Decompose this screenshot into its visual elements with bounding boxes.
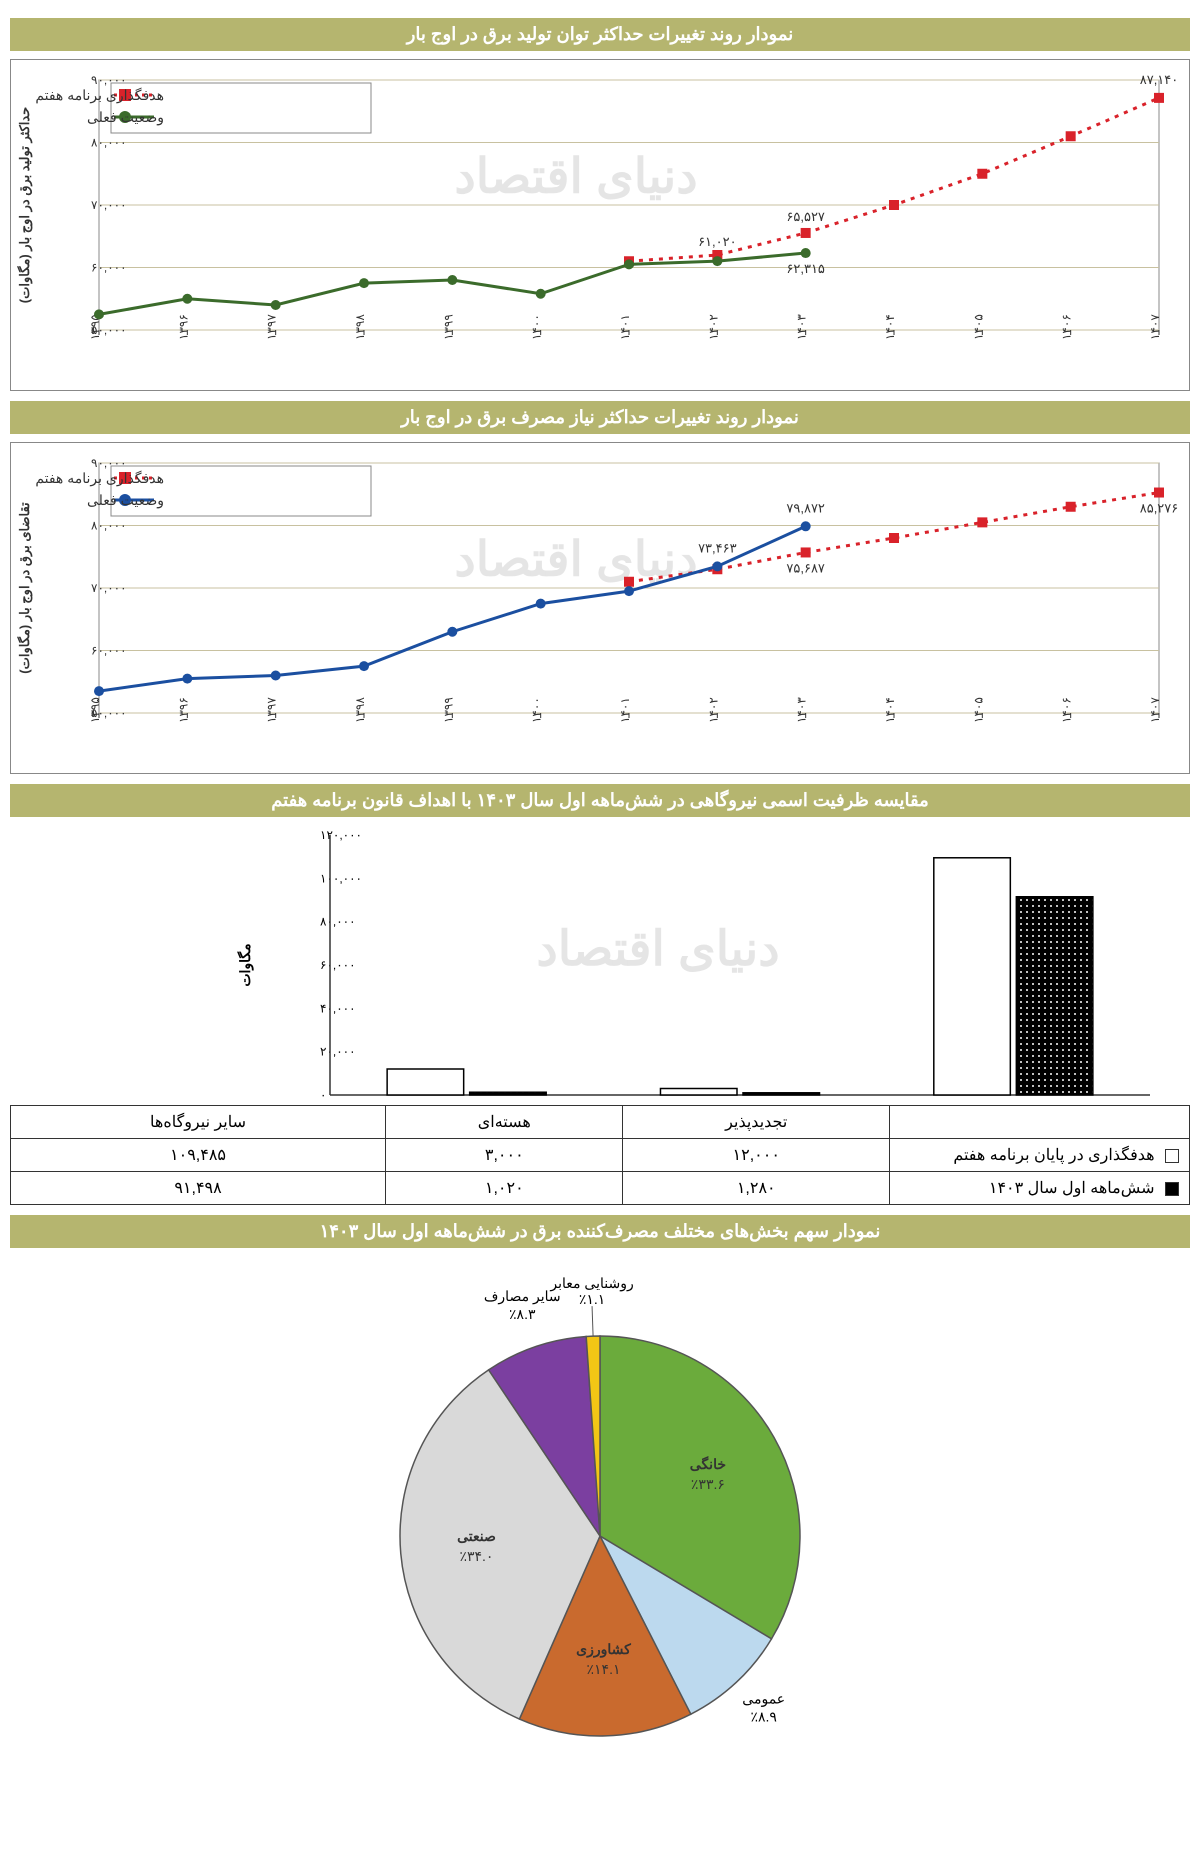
svg-text:٪۸.۳: ٪۸.۳ [509, 1306, 536, 1322]
chart3-table: تجدیدپذیر هسته‌ای سایر نیروگاه‌ها هدفگذا… [10, 1105, 1190, 1205]
chart3-r0c2: ۱۰۹,۴۸۵ [11, 1139, 386, 1172]
svg-text:۱۳۹۸: ۱۳۹۸ [353, 697, 367, 723]
svg-text:۶۲,۳۱۵: ۶۲,۳۱۵ [786, 261, 825, 276]
chart1-box: ۵۰,۰۰۰۶۰,۰۰۰۷۰,۰۰۰۸۰,۰۰۰۹۰,۰۰۰۱۳۹۵۱۳۹۶۱۳… [10, 59, 1190, 391]
svg-text:۱۴۰۶: ۱۴۰۶ [1060, 314, 1074, 340]
svg-text:۱۴۰۶: ۱۴۰۶ [1060, 697, 1074, 723]
svg-text:خانگی: خانگی [690, 1456, 726, 1472]
chart3-r1c1: ۱,۰۲۰ [386, 1172, 623, 1205]
chart3-col-0: تجدیدپذیر [623, 1106, 890, 1139]
chart3-title: مقایسه ظرفیت اسمی نیروگاهی در شش‌ماهه او… [10, 784, 1190, 817]
svg-text:۱۴۰۰: ۱۴۰۰ [530, 314, 544, 340]
svg-text:۱۴۰۳: ۱۴۰۳ [795, 314, 809, 340]
svg-text:۱۳۹۹: ۱۳۹۹ [441, 314, 455, 340]
svg-text:۱۴۰۷: ۱۴۰۷ [1148, 697, 1162, 723]
svg-text:هدفگذاری برنامه هفتم: هدفگذاری برنامه هفتم [35, 87, 164, 104]
svg-text:۸۰,۰۰۰: ۸۰,۰۰۰ [320, 915, 356, 929]
svg-text:۱۳۹۹: ۱۳۹۹ [441, 697, 455, 723]
chart3-box: ۰ ۲۰,۰۰۰ ۴۰,۰۰۰ ۶۰,۰۰۰ ۸۰,۰۰۰ ۱۰۰,۰۰۰ ۱۲۰,۰۰۰ م… [10, 825, 1190, 1205]
svg-text:۱۲۰,۰۰۰: ۱۲۰,۰۰۰ [320, 828, 362, 842]
chart3-r1c2: ۹۱,۴۹۸ [11, 1172, 386, 1205]
svg-text:کشاورزی: کشاورزی [576, 1641, 631, 1658]
svg-text:وضعیت فعلی: وضعیت فعلی [87, 109, 164, 126]
svg-text:۶۰,۰۰۰: ۶۰,۰۰۰ [91, 261, 127, 275]
svg-text:دنیای اقتصاد: دنیای اقتصاد [454, 151, 697, 204]
svg-text:سایر مصارف: سایر مصارف [484, 1288, 561, 1305]
svg-text:۱۳۹۸: ۱۳۹۸ [353, 314, 367, 340]
svg-text:عمومی: عمومی [742, 1690, 785, 1707]
svg-text:۱۴۰۳: ۱۴۰۳ [795, 697, 809, 723]
svg-text:۷۰,۰۰۰: ۷۰,۰۰۰ [91, 581, 127, 595]
chart3-svg: ۰ ۲۰,۰۰۰ ۴۰,۰۰۰ ۶۰,۰۰۰ ۸۰,۰۰۰ ۱۰۰,۰۰۰ ۱۲۰,۰۰۰ م… [10, 825, 1190, 1105]
chart3-r0c0: ۱۲,۰۰۰ [623, 1139, 890, 1172]
svg-text:۱۴۰۴: ۱۴۰۴ [883, 697, 897, 723]
svg-text:۱۳۹۷: ۱۳۹۷ [265, 697, 279, 723]
svg-text:٪۸.۹: ٪۸.۹ [751, 1708, 777, 1724]
svg-text:۱۳۹۶: ۱۳۹۶ [176, 697, 190, 723]
svg-text:۶۰,۰۰۰: ۶۰,۰۰۰ [320, 958, 356, 972]
svg-text:۱۴۰۱: ۱۴۰۱ [618, 697, 632, 723]
chart2-title: نمودار روند تغییرات حداکثر نیاز مصرف برق… [10, 401, 1190, 434]
svg-text:٪۳۴.۰: ٪۳۴.۰ [459, 1548, 493, 1564]
svg-text:۷۹,۸۷۲: ۷۹,۸۷۲ [786, 500, 825, 515]
svg-text:هدفگذاری برنامه هفتم: هدفگذاری برنامه هفتم [35, 470, 164, 487]
svg-text:۸۰,۰۰۰: ۸۰,۰۰۰ [91, 519, 127, 533]
svg-text:روشنایی معابر: روشنایی معابر [549, 1275, 633, 1292]
legend-outline-icon [1165, 1149, 1179, 1163]
svg-text:۸۰,۰۰۰: ۸۰,۰۰۰ [91, 136, 127, 150]
chart4-svg: دنیای اقتصادخانگی٪۳۳.۶عمومی٪۸.۹کشاورزی٪۱… [10, 1256, 1190, 1776]
chart4-box: دنیای اقتصادخانگی٪۳۳.۶عمومی٪۸.۹کشاورزی٪۱… [10, 1256, 1190, 1776]
chart3-row0-label: هدفگذاری در پایان برنامه هفتم [953, 1147, 1154, 1164]
chart2-box: ۵۰,۰۰۰۶۰,۰۰۰۷۰,۰۰۰۸۰,۰۰۰۹۰,۰۰۰۱۳۹۵۱۳۹۶۱۳… [10, 442, 1190, 774]
svg-text:۴۰,۰۰۰: ۴۰,۰۰۰ [320, 1001, 356, 1015]
svg-text:۸۵,۲۷۶: ۸۵,۲۷۶ [1140, 501, 1179, 516]
chart3-r1c0: ۱,۲۸۰ [623, 1172, 890, 1205]
svg-text:٪۳۳.۶: ٪۳۳.۶ [691, 1476, 725, 1492]
chart2-svg: ۵۰,۰۰۰۶۰,۰۰۰۷۰,۰۰۰۸۰,۰۰۰۹۰,۰۰۰۱۳۹۵۱۳۹۶۱۳… [9, 443, 1189, 773]
svg-text:تقاضای برق در اوج بار (مگاوات): تقاضای برق در اوج بار (مگاوات) [16, 502, 33, 674]
svg-text:۸۷,۱۴۰: ۸۷,۱۴۰ [1140, 72, 1179, 87]
svg-text:۲۰,۰۰۰: ۲۰,۰۰۰ [320, 1045, 356, 1059]
svg-text:٪۱۴.۱: ٪۱۴.۱ [587, 1661, 621, 1677]
svg-text:۱۴۰۲: ۱۴۰۲ [706, 314, 720, 340]
svg-text:۷۵,۶۸۷: ۷۵,۶۸۷ [786, 560, 825, 575]
svg-text:۶۰,۰۰۰: ۶۰,۰۰۰ [91, 644, 127, 658]
svg-text:۱۳۹۷: ۱۳۹۷ [265, 314, 279, 340]
svg-text:۶۵,۵۲۷: ۶۵,۵۲۷ [786, 209, 825, 224]
svg-text:مگاوات: مگاوات [237, 943, 254, 986]
svg-text:۷۳,۴۶۳: ۷۳,۴۶۳ [698, 540, 737, 555]
svg-text:۱۴۰۲: ۱۴۰۲ [706, 697, 720, 723]
svg-text:صنعتی: صنعتی [457, 1528, 496, 1544]
svg-text:۰: ۰ [320, 1088, 326, 1102]
legend-filled-icon [1165, 1182, 1179, 1196]
svg-text:۱۴۰۵: ۱۴۰۵ [971, 697, 985, 723]
chart3-col-1: هسته‌ای [386, 1106, 623, 1139]
svg-text:۱۴۰۷: ۱۴۰۷ [1148, 314, 1162, 340]
svg-text:وضعیت فعلی: وضعیت فعلی [87, 492, 164, 509]
svg-text:۱۳۹۶: ۱۳۹۶ [176, 314, 190, 340]
svg-text:۱۴۰۱: ۱۴۰۱ [618, 314, 632, 340]
svg-text:۷۰,۰۰۰: ۷۰,۰۰۰ [91, 198, 127, 212]
svg-text:۱۴۰۵: ۱۴۰۵ [971, 314, 985, 340]
svg-text:دنیای اقتصاد: دنیای اقتصاد [536, 923, 779, 976]
chart1-title: نمودار روند تغییرات حداکثر توان تولید بر… [10, 18, 1190, 51]
svg-text:٪۱.۱: ٪۱.۱ [579, 1291, 605, 1307]
svg-text:۱۳۹۵: ۱۳۹۵ [88, 697, 102, 723]
chart1-svg: ۵۰,۰۰۰۶۰,۰۰۰۷۰,۰۰۰۸۰,۰۰۰۹۰,۰۰۰۱۳۹۵۱۳۹۶۱۳… [9, 60, 1189, 390]
chart3-r0c1: ۳,۰۰۰ [386, 1139, 623, 1172]
svg-text:۱۴۰۴: ۱۴۰۴ [883, 314, 897, 340]
svg-text:۱۰۰,۰۰۰: ۱۰۰,۰۰۰ [320, 871, 362, 885]
svg-text:۱۴۰۰: ۱۴۰۰ [530, 697, 544, 723]
svg-text:حداکثر تولید برق در اوج بار (م: حداکثر تولید برق در اوج بار (مگاوات) [16, 107, 33, 303]
chart3-row1-label: شش‌ماهه اول سال ۱۴۰۳ [989, 1180, 1155, 1197]
chart3-col-2: سایر نیروگاه‌ها [11, 1106, 386, 1139]
svg-text:۶۱,۰۲۰: ۶۱,۰۲۰ [698, 234, 737, 249]
chart4-title: نمودار سهم بخش‌های مختلف مصرف‌کننده برق … [10, 1215, 1190, 1248]
